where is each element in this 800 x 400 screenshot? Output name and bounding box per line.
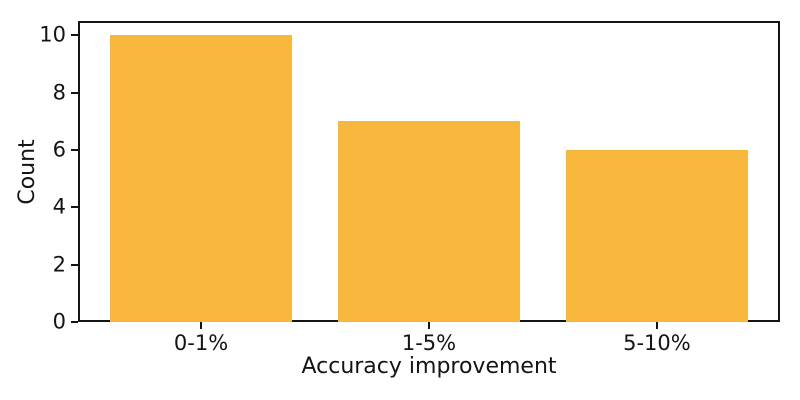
y-tick-mark	[71, 206, 78, 209]
x-tick-label: 5-10%	[623, 331, 691, 355]
x-tick-label: 0-1%	[173, 331, 229, 355]
plot-area	[78, 21, 780, 322]
x-tick-mark	[200, 322, 203, 329]
y-tick-mark	[71, 149, 78, 151]
y-tick-label: 10	[39, 22, 66, 47]
bars-container	[78, 21, 780, 322]
x-tick-mark	[428, 322, 430, 329]
bar-1-5%	[337, 121, 521, 322]
x-axis-label: Accuracy improvement	[301, 354, 557, 379]
x-tick-label: 1-5%	[401, 331, 457, 355]
y-tick-label: 6	[52, 137, 66, 162]
y-tick-mark	[71, 321, 78, 323]
y-tick-mark	[71, 34, 78, 37]
y-tick-label: 2	[52, 252, 66, 277]
y-tick-label: 0	[52, 309, 66, 334]
bar-0-1%	[109, 35, 293, 322]
y-tick-label: 4	[52, 194, 66, 219]
y-tick-mark	[71, 91, 78, 94]
bar-5-10%	[565, 150, 749, 322]
y-tick-label: 8	[52, 80, 66, 105]
x-tick-mark	[655, 322, 658, 329]
y-tick-mark	[71, 263, 78, 266]
